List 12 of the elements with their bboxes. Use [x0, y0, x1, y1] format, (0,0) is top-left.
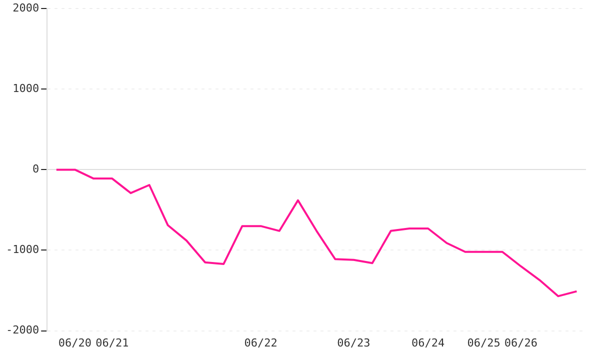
y-tick-label: -1000: [6, 243, 40, 256]
x-tick-label: 06/26: [504, 336, 538, 350]
x-tick-label: 06/21: [96, 336, 129, 350]
x-tick-label: 06/20: [58, 336, 92, 350]
x-tick-label: 06/25: [467, 336, 500, 350]
y-tick-label: -2000: [6, 324, 40, 337]
x-tick-label: 06/23: [337, 336, 370, 350]
x-tick-label: 06/22: [244, 336, 278, 350]
x-tick-label: 06/24: [411, 336, 445, 350]
y-tick-label: 1000: [12, 82, 40, 96]
y-tick-label: 2000: [12, 1, 40, 14]
y-tick-label: 0: [32, 162, 40, 176]
